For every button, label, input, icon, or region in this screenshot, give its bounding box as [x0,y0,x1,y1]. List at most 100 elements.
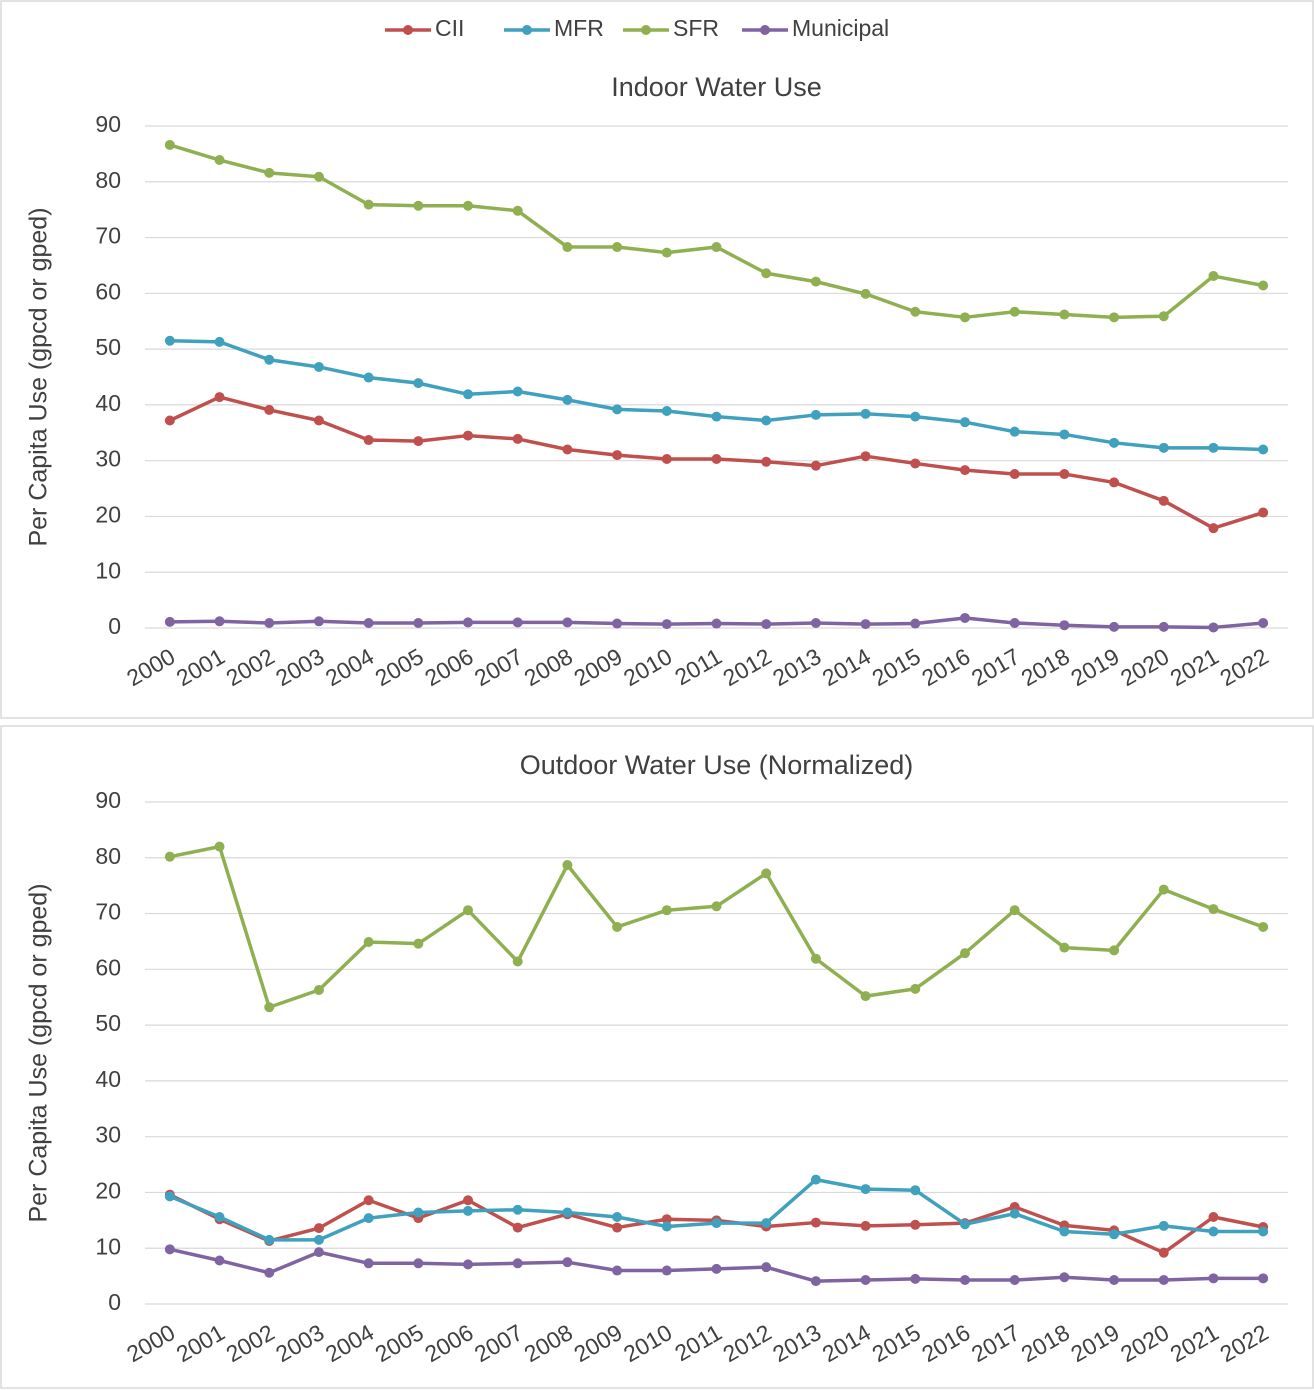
point [313,1234,324,1245]
point [1208,1211,1219,1222]
point [264,617,275,628]
point [1009,426,1020,437]
point [313,361,324,372]
point [661,406,672,417]
point [612,404,623,415]
point [413,938,424,949]
point [214,841,225,852]
point [463,1205,474,1216]
point [860,1275,871,1286]
point [363,435,374,446]
point [1009,469,1020,480]
y-tick-label: 40 [95,1066,121,1092]
point [264,1267,275,1278]
y-tick-label: 0 [108,613,121,639]
point [1059,429,1070,440]
point [1208,622,1219,633]
point [612,1211,623,1222]
point [562,1257,573,1268]
point [264,404,275,415]
point [562,242,573,253]
point [264,167,275,178]
panel [0,0,1314,719]
y-tick-label: 50 [95,334,121,360]
y-tick-label: 10 [95,557,121,583]
point [1258,507,1269,518]
point [1009,905,1020,916]
point [1109,312,1120,323]
point [313,616,324,627]
point [810,409,821,420]
point [512,1258,523,1269]
point [1258,1273,1269,1284]
point [413,200,424,211]
point [711,242,722,253]
point [810,953,821,964]
point [512,617,523,628]
point [1208,1226,1219,1237]
panel [0,725,1314,1389]
point [1009,306,1020,317]
point [711,453,722,464]
legend-marker [403,25,413,35]
point [612,242,623,253]
y-tick-label: 50 [95,1010,121,1036]
point [164,851,175,862]
point [910,458,921,469]
y-axis-label: Per Capita Use (gpcd or gped) [25,207,53,546]
point [761,619,772,630]
point [363,1213,374,1224]
point [910,1185,921,1196]
y-tick-label: 80 [95,167,121,193]
y-tick-label: 90 [95,111,121,137]
point [860,1184,871,1195]
point [860,451,871,462]
point [363,617,374,628]
point [761,268,772,279]
y-tick-label: 40 [95,390,121,416]
point [1258,280,1269,291]
point [463,905,474,916]
y-axis-label: Per Capita Use (gpcd or gped) [25,883,53,1222]
point [1109,621,1120,632]
point [562,394,573,405]
point [1258,444,1269,455]
point [512,1204,523,1215]
point [214,155,225,166]
y-tick-label: 70 [95,899,121,925]
y-tick-label: 70 [95,223,121,249]
legend-label: CII [435,15,464,41]
point [363,1195,374,1206]
point [1009,1275,1020,1286]
point [363,372,374,383]
point [1009,1208,1020,1219]
point [1158,495,1169,506]
point [1059,1272,1070,1283]
point [463,1195,474,1206]
legend-marker [522,25,532,35]
point [313,171,324,182]
point [810,1174,821,1185]
point [959,312,970,323]
point [1109,437,1120,448]
point [363,1258,374,1269]
point [661,1221,672,1232]
chart-title: Indoor Water Use [611,72,822,102]
point [761,1262,772,1273]
point [363,937,374,948]
legend-label: Municipal [792,15,889,41]
point [661,905,672,916]
point [1158,1247,1169,1258]
point [1158,311,1169,322]
point [1158,884,1169,895]
point [1158,1275,1169,1286]
point [413,436,424,447]
point [860,1220,871,1231]
point [512,956,523,967]
point [1059,1226,1070,1237]
y-tick-label: 30 [95,446,121,472]
point [413,617,424,628]
point [512,433,523,444]
point [363,199,374,210]
